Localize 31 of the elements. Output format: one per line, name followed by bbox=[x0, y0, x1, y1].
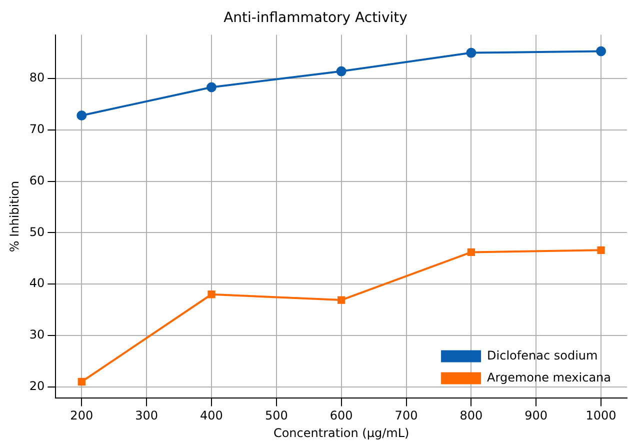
point bbox=[76, 110, 87, 120]
y-tick-label: 20 bbox=[29, 379, 45, 394]
y-axis-title: % Inhibition bbox=[7, 180, 22, 252]
point bbox=[596, 46, 606, 56]
x-tick-label: 300 bbox=[135, 408, 158, 423]
point bbox=[78, 378, 86, 386]
x-tick-label: 1000 bbox=[586, 408, 616, 423]
legend-label: Argemone mexicana bbox=[487, 370, 612, 384]
x-tick-label: 400 bbox=[200, 408, 223, 423]
y-tick-label: 50 bbox=[29, 224, 45, 239]
chart-title: Anti-inflammatory Activity bbox=[224, 10, 408, 26]
x-tick-label: 500 bbox=[264, 408, 288, 423]
point bbox=[206, 82, 216, 92]
y-tick-label: 40 bbox=[29, 276, 45, 290]
point bbox=[338, 296, 346, 304]
point bbox=[597, 246, 605, 254]
x-tick-label: 800 bbox=[460, 408, 483, 423]
legend-label: Diclofenac sodium bbox=[487, 348, 598, 362]
point bbox=[467, 248, 476, 256]
point bbox=[336, 66, 346, 76]
y-tick-label: 30 bbox=[29, 328, 45, 342]
x-tick-label: 600 bbox=[330, 408, 353, 423]
x-axis-title: Concentration (µg/mL) bbox=[273, 426, 410, 440]
y-tick-label: 70 bbox=[29, 122, 45, 136]
y-tick-label: 80 bbox=[29, 70, 45, 85]
x-tick-label: 700 bbox=[394, 408, 418, 423]
x-tick-label: 900 bbox=[524, 408, 548, 423]
point bbox=[208, 290, 216, 298]
x-tick-label: 200 bbox=[70, 408, 94, 423]
point bbox=[466, 48, 476, 58]
y-tick-label: 60 bbox=[29, 173, 45, 188]
